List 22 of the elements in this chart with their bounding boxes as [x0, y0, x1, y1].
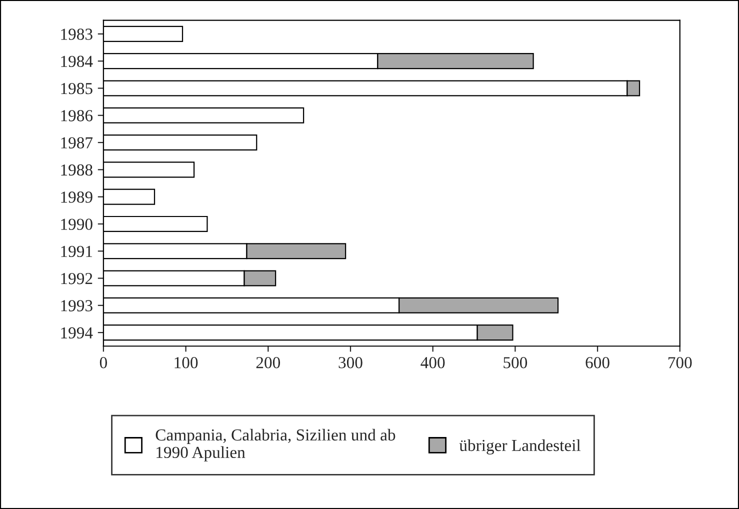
x-tick-label: 600 — [586, 357, 610, 368]
x-tick-label: 400 — [420, 357, 445, 368]
x-tick-label: 200 — [256, 357, 280, 368]
y-tick-label: 1992 — [61, 273, 92, 284]
y-tick-label: 1984 — [61, 56, 93, 68]
y-tick-label: 1983 — [61, 28, 92, 40]
y-tick-label: 1987 — [61, 137, 93, 148]
y-tick-label: 1985 — [61, 82, 92, 94]
y-tick-label: 1986 — [61, 110, 93, 122]
y-tick-label: 1994 — [61, 327, 93, 338]
x-tick-label: 0 — [100, 357, 107, 368]
x-tick-label: 500 — [504, 357, 528, 368]
y-tick-label: 1988 — [61, 164, 92, 176]
legend-label: übriger Landesteil — [459, 439, 581, 455]
y-tick-label: 1989 — [61, 192, 92, 203]
legend-label: Campania, Calabria, Sizilien und ab 1990 Apulien — [156, 428, 396, 462]
x-tick-label: 300 — [338, 357, 362, 368]
y-tick-label: 1990 — [61, 218, 92, 230]
x-tick-label: 700 — [668, 357, 692, 368]
x-tick-label: 100 — [174, 357, 198, 368]
y-tick-label: 1991 — [61, 246, 92, 258]
y-tick-label: 1993 — [61, 300, 92, 312]
